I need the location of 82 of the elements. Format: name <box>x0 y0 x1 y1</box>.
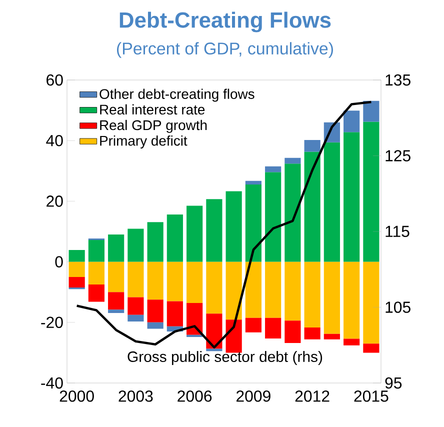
bar <box>128 228 144 262</box>
y2-tick-label: 125 <box>386 150 410 162</box>
bar <box>324 142 340 262</box>
bar <box>304 328 320 340</box>
bar <box>284 158 301 164</box>
bar <box>166 301 183 326</box>
bar <box>108 292 124 310</box>
bar <box>324 334 340 340</box>
bar <box>88 240 104 262</box>
bar <box>344 338 360 346</box>
bar <box>304 262 320 328</box>
bar <box>68 276 85 288</box>
bar <box>88 262 104 285</box>
bar <box>344 110 360 132</box>
legend-label: Real interest rate <box>100 104 205 115</box>
bar <box>245 180 262 185</box>
bar <box>245 262 262 318</box>
bar <box>363 122 380 262</box>
line-series <box>76 100 372 349</box>
bar <box>265 318 282 338</box>
x-tick-label: 2000 <box>60 390 94 402</box>
bar <box>186 206 203 262</box>
y-tick-label: -40 <box>41 377 63 389</box>
x-tick-label: 2012 <box>295 390 330 402</box>
bar <box>226 191 242 262</box>
bar <box>128 314 144 322</box>
bar <box>147 262 164 300</box>
bar <box>147 222 164 262</box>
legend-label: Other debt-creating flows <box>100 88 254 102</box>
bar <box>363 262 380 344</box>
y2-tick-label: 105 <box>386 302 410 313</box>
legend-label: Primary deficit <box>100 135 188 148</box>
bar <box>304 140 320 152</box>
bar <box>245 318 262 332</box>
bar <box>363 344 380 353</box>
x-tick-label: 2006 <box>178 390 212 402</box>
y2-tick-label: 95 <box>385 377 402 389</box>
bar <box>206 262 222 314</box>
bar <box>363 100 380 122</box>
bar <box>206 199 222 262</box>
bar <box>284 164 301 262</box>
bar <box>186 262 203 304</box>
bar <box>68 250 85 262</box>
chart-title: Debt-Creating Flows <box>120 12 331 32</box>
bar <box>265 262 282 318</box>
x-tick-label: 2003 <box>118 390 153 402</box>
bar <box>108 262 124 292</box>
bar <box>344 262 360 339</box>
x-tick-label: 2015 <box>354 390 388 402</box>
y-tick-label: 40 <box>46 134 63 146</box>
bar <box>265 172 282 262</box>
bar <box>108 310 124 314</box>
bar <box>128 297 144 315</box>
y-tick-label: 0 <box>55 256 63 268</box>
x-tick-label: 2009 <box>236 390 270 402</box>
annotation: Gross public sector debt (rhs) <box>128 351 322 365</box>
bar <box>284 320 301 344</box>
bar <box>108 234 124 262</box>
bar <box>265 166 282 172</box>
chart-subtitle: (Percent of GDP, cumulative) <box>117 42 333 58</box>
bar <box>304 152 320 262</box>
bar <box>284 262 301 321</box>
bar <box>128 262 144 298</box>
bar <box>226 320 242 353</box>
bar <box>324 262 340 334</box>
legend-label: Real GDP growth <box>100 120 207 133</box>
bar <box>68 262 85 277</box>
bar <box>245 184 262 262</box>
bar <box>147 322 164 329</box>
y-tick-label: 20 <box>46 196 63 207</box>
y-tick-label: 60 <box>46 74 63 86</box>
bar <box>88 284 104 302</box>
y2-tick-label: 135 <box>386 74 410 86</box>
bar <box>206 314 222 349</box>
bar <box>344 132 360 262</box>
y2-tick-label: 115 <box>386 226 410 238</box>
bar <box>186 303 203 335</box>
bar <box>166 262 183 302</box>
y-tick-label: -20 <box>41 316 63 328</box>
bar <box>166 214 183 262</box>
bar <box>226 262 242 320</box>
bar <box>147 300 164 322</box>
